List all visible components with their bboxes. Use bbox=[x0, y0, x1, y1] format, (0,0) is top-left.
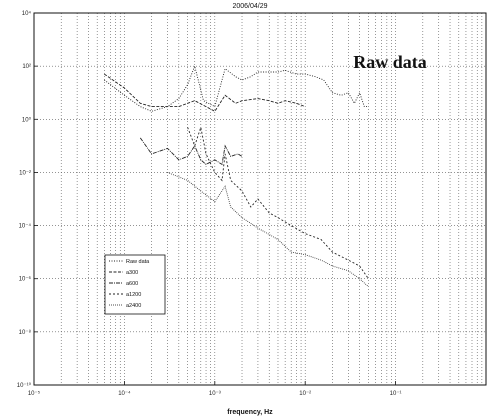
x-tick-label: 10⁻¹ bbox=[390, 391, 402, 397]
y-tick-label: 10⁻¹⁰ bbox=[17, 382, 32, 389]
x-tick-label: 10⁻⁴ bbox=[118, 390, 131, 397]
x-tick-labels: 10⁻⁵ 10⁻⁴ 10⁻³ 10⁻² 10⁻¹ bbox=[28, 381, 402, 397]
plot-frame bbox=[33, 12, 487, 386]
series-lines bbox=[104, 64, 369, 288]
series-line-5 bbox=[167, 171, 369, 288]
y-tick-label: 10⁰ bbox=[22, 116, 32, 123]
legend-items: Raw data a300 a600 a1200 a2400 bbox=[109, 259, 150, 309]
legend-label: a2400 bbox=[126, 303, 141, 309]
legend-label: a300 bbox=[126, 270, 138, 276]
chart-title: 2006/04/29 bbox=[232, 3, 267, 10]
y-tick-label: 10⁴ bbox=[22, 10, 32, 17]
x-tick-label: 10⁻⁵ bbox=[28, 390, 41, 397]
y-tick-label: 10⁻⁸ bbox=[19, 329, 32, 336]
legend-label: a600 bbox=[126, 281, 138, 287]
y-tick-label: 10⁻⁶ bbox=[19, 276, 32, 283]
legend: Raw data a300 a600 a1200 a2400 bbox=[104, 254, 166, 315]
x-axis-title: frequency, Hz bbox=[227, 409, 273, 416]
series-line-1 bbox=[104, 64, 369, 112]
y-tick-label: 10² bbox=[22, 64, 31, 70]
x-tick-label: 10⁻³ bbox=[209, 391, 221, 397]
y-tick-label: 10⁻⁴ bbox=[19, 223, 32, 230]
x-tick-label: 10⁻² bbox=[299, 391, 311, 397]
legend-label: Raw data bbox=[126, 259, 150, 265]
grid-lines bbox=[34, 13, 486, 385]
raw-data-annotation: Raw data bbox=[353, 52, 427, 72]
series-line-3 bbox=[139, 137, 243, 166]
series-line-2 bbox=[104, 73, 306, 112]
y-tick-labels: 10⁴ 10² 10⁰ 10⁻² 10⁻⁴ 10⁻⁶ 10⁻⁸ 10⁻¹⁰ bbox=[17, 10, 38, 389]
legend-label: a1200 bbox=[126, 292, 141, 298]
legend-box bbox=[104, 254, 166, 315]
y-tick-label: 10⁻² bbox=[19, 170, 31, 176]
